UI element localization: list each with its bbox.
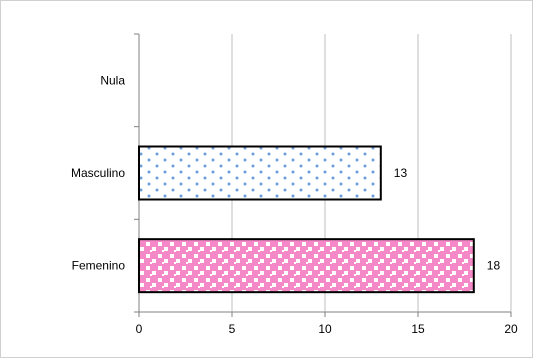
category-label: Masculino — [71, 166, 125, 180]
labels: 0 5 10 15 20 Nula Masculino 13 Femenino 18 — [71, 73, 518, 336]
bar-femenino — [138, 238, 475, 294]
data-label: 18 — [487, 259, 501, 273]
x-tick-label: 15 — [411, 322, 425, 336]
x-tick-label: 20 — [504, 322, 518, 336]
category-label: Femenino — [72, 259, 126, 273]
data-label: 13 — [394, 166, 408, 180]
bars — [138, 145, 475, 294]
x-tick-label: 0 — [136, 322, 143, 336]
bar-chart: 0 5 10 15 20 Nula Masculino 13 Femenino 18 — [71, 33, 518, 336]
x-tick-label: 10 — [318, 322, 332, 336]
category-label: Nula — [100, 73, 125, 87]
x-tick-label: 5 — [229, 322, 236, 336]
bar-masculino — [138, 145, 382, 201]
